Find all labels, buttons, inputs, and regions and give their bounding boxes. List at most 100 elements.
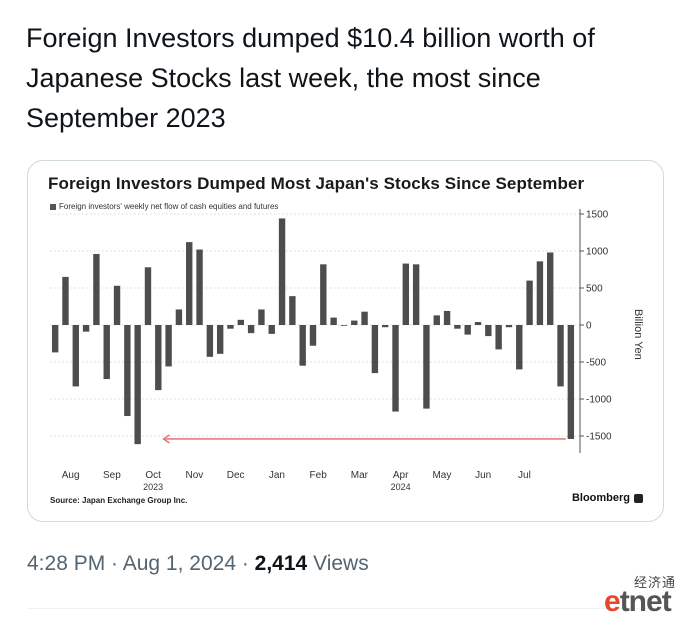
- bar: [227, 325, 234, 329]
- bar: [144, 267, 152, 325]
- bar: [402, 263, 410, 325]
- chart-card[interactable]: 1500 1000 500 0 -500 -1000 -1500 Billion Yen Aug…: [27, 160, 664, 522]
- annotation: [162, 434, 566, 444]
- bar: [412, 264, 420, 325]
- x-tick-label: Dec: [227, 470, 245, 481]
- bar: [278, 218, 286, 325]
- tweet-meta: 4:28 PM · Aug 1, 2024 · 2,414 Views: [27, 552, 369, 576]
- bar: [175, 309, 183, 325]
- x-tick-label: Mar: [351, 470, 369, 481]
- y-tick-label: 1000: [586, 247, 609, 258]
- bar: [423, 325, 430, 409]
- bar: [165, 325, 172, 367]
- x-tick-label: Jan: [269, 470, 285, 481]
- x-tick-label: Sep: [103, 470, 121, 481]
- bar-chart: 1500 1000 500 0 -500 -1000 -1500 Billion Yen Aug…: [50, 209, 644, 492]
- y-tick-label: -1000: [586, 395, 612, 406]
- brand-name: Bloomberg: [571, 492, 630, 504]
- bar: [237, 319, 245, 325]
- etnet-logo: etnet: [604, 585, 672, 619]
- bar: [392, 325, 399, 412]
- views-count: 2,414: [254, 552, 308, 575]
- bar: [216, 325, 224, 354]
- bar: [196, 249, 203, 325]
- bar: [289, 296, 296, 325]
- x-tick-label: Aug: [62, 470, 80, 481]
- x-tick-label: Jun: [475, 470, 491, 481]
- bar: [62, 276, 69, 325]
- bar: [247, 325, 255, 334]
- logo-rest: tnet: [619, 585, 672, 618]
- bar: [557, 325, 564, 387]
- legend-label: Foreign investors' weekly net flow of ca…: [59, 202, 279, 211]
- bar: [351, 320, 358, 325]
- x-tick-label: Jul: [518, 470, 531, 481]
- bar: [268, 325, 275, 334]
- bar: [464, 325, 471, 335]
- bar: [371, 325, 379, 374]
- arrow-head: [162, 434, 170, 444]
- divider: [27, 608, 663, 609]
- logo-e: e: [604, 585, 621, 618]
- y-tick-label: 0: [586, 321, 592, 332]
- x-tick-label: Oct: [145, 470, 161, 481]
- bar: [567, 325, 575, 439]
- bar: [340, 325, 348, 326]
- bar: [82, 325, 90, 332]
- bar: [361, 311, 368, 325]
- tweet-time[interactable]: 4:28 PM: [27, 552, 106, 575]
- bar: [495, 325, 502, 350]
- bar: [330, 317, 337, 325]
- y-tick-label: 1500: [586, 210, 609, 221]
- bar: [516, 325, 523, 370]
- bar: [299, 325, 306, 366]
- bar: [381, 325, 389, 328]
- bar: [124, 325, 131, 417]
- bloomberg-icon: [634, 493, 643, 503]
- source-note: Source: Japan Exchange Group Inc.: [50, 496, 188, 505]
- bar: [474, 322, 482, 325]
- bar: [547, 252, 554, 325]
- bloomberg-logo: Bloomberg: [572, 492, 643, 504]
- bar: [103, 325, 110, 380]
- bar: [526, 280, 533, 325]
- bar: [433, 315, 440, 325]
- chart-title: Foreign Investors Dumped Most Japan's St…: [48, 174, 585, 193]
- x-tick-label: Apr: [393, 470, 409, 481]
- y-tick-label: -1500: [586, 432, 612, 443]
- watermark-cn: 经济通: [634, 575, 677, 590]
- x-tick-label: May: [432, 470, 451, 481]
- bar: [113, 285, 121, 325]
- bar: [155, 325, 162, 391]
- axes: 1500 1000 500 0 -500 -1000 -1500 Billion Yen Aug…: [62, 209, 644, 492]
- bar: [320, 264, 327, 325]
- bars: [51, 218, 575, 445]
- bar: [134, 325, 141, 445]
- bar: [309, 325, 317, 346]
- legend: Foreign investors' weekly net flow of ca…: [50, 202, 278, 211]
- x-tick-label: Nov: [185, 470, 203, 481]
- bar: [93, 253, 100, 325]
- bar: [258, 309, 265, 325]
- y-tick-label: 500: [586, 284, 603, 295]
- views-label: Views: [307, 552, 369, 575]
- meta-separator: ·: [236, 552, 255, 575]
- y-tick-label: -500: [586, 358, 606, 369]
- bar: [443, 310, 451, 325]
- bar: [505, 325, 513, 328]
- bar: [72, 325, 79, 387]
- bar: [51, 325, 59, 353]
- bar: [485, 325, 492, 337]
- bar: [454, 325, 461, 329]
- meta-separator: ·: [105, 552, 123, 575]
- bar: [206, 325, 214, 357]
- x-year-label: 2024: [391, 482, 411, 492]
- tweet-text: Foreign Investors dumped $10.4 billion w…: [26, 23, 595, 133]
- bar: [536, 261, 544, 325]
- tweet-date[interactable]: Aug 1, 2024: [122, 552, 236, 575]
- legend-swatch: [50, 203, 56, 210]
- x-tick-label: Feb: [310, 470, 328, 481]
- x-year-label: 2023: [143, 482, 163, 492]
- bar: [186, 242, 193, 325]
- y-axis-label: Billion Yen: [632, 309, 644, 360]
